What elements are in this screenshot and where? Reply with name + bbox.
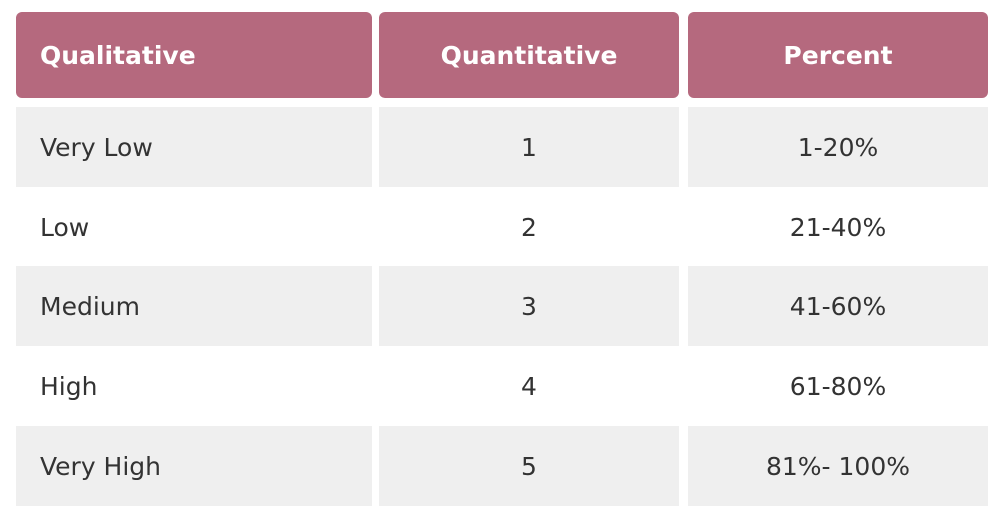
table-cell: 41-60% <box>688 266 988 346</box>
table-cell: Very Low <box>16 107 372 187</box>
header-cell: Qualitative <box>16 12 372 98</box>
table-cell: 3 <box>379 266 679 346</box>
table-cell: 61-80% <box>789 371 887 401</box>
table-cell: 1-20% <box>688 107 988 187</box>
table-cell: 4 <box>521 371 537 401</box>
table-cell: 2 <box>521 212 537 242</box>
header-cell: Percent <box>688 12 988 98</box>
table-cell: Low <box>40 212 90 242</box>
table-cell: 81%- 100% <box>688 426 988 506</box>
table-cell: Medium <box>16 266 372 346</box>
table-cell: 21-40% <box>789 212 887 242</box>
table-cell: 1 <box>379 107 679 187</box>
table-cell: 5 <box>379 426 679 506</box>
table-cell: Very High <box>16 426 372 506</box>
table-cell: High <box>40 371 98 401</box>
header-cell: Quantitative <box>379 12 679 98</box>
